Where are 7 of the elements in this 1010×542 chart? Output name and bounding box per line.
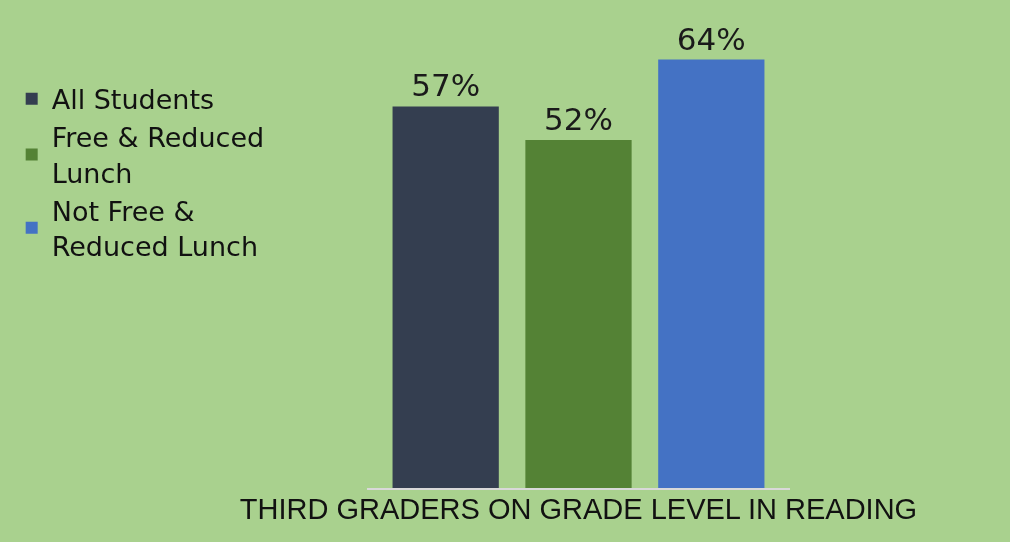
legend-label: All Students xyxy=(51,84,215,116)
data-label: 52% xyxy=(544,100,613,137)
x-axis-title: THIRD GRADERS ON GRADE LEVEL IN READING xyxy=(239,493,918,526)
data-label: 64% xyxy=(676,20,746,57)
legend-label: Not Free & Reduced Lunch xyxy=(51,195,259,262)
data-label: 57% xyxy=(411,67,481,104)
legend-label: Free & Reduced Lunch xyxy=(51,122,265,189)
